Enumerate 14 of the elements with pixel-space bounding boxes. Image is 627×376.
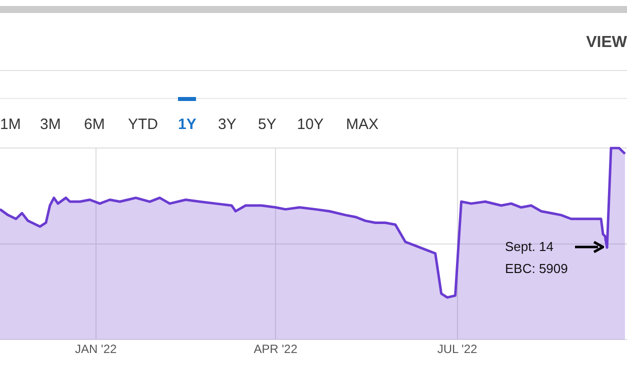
text: 1Y (178, 116, 196, 133)
text: 3Y (218, 116, 236, 133)
annotation: Sept. 14 EBC: 5909 (505, 238, 568, 278)
x-tick-label: APR '22 (254, 342, 298, 356)
text: VIEW (586, 34, 627, 52)
text: MAX (346, 116, 379, 133)
x-tick-label: JAN '22 (75, 342, 117, 356)
text: 3M (40, 116, 61, 133)
text: 5Y (258, 116, 276, 133)
text: 1M (0, 116, 21, 133)
text: 10Y (297, 116, 324, 133)
x-tick-label: JUL '22 (437, 342, 478, 356)
text: YTD (128, 116, 158, 133)
text: 6M (84, 116, 105, 133)
